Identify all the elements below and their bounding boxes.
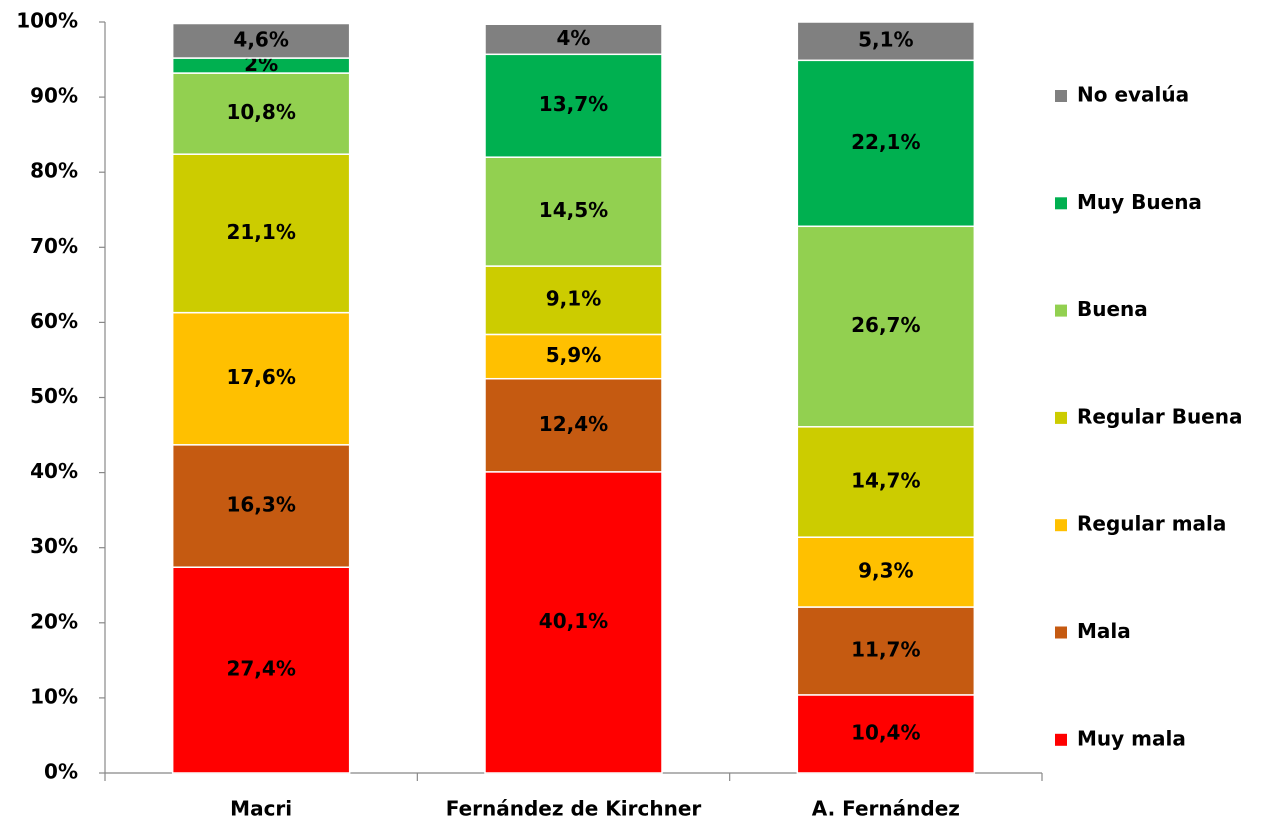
y-tick-label: 40% (30, 459, 78, 483)
value-label: 9,3% (858, 559, 913, 583)
legend-label: Regular mala (1077, 512, 1226, 536)
value-label: 26,7% (851, 313, 920, 337)
bar-segment (484, 377, 663, 473)
value-label: 12,4% (539, 412, 608, 436)
y-tick-label: 70% (30, 234, 78, 258)
value-label: 10,4% (851, 720, 920, 744)
value-label: 9,1% (546, 287, 601, 311)
bar-segment (796, 225, 976, 428)
legend-swatch (1055, 733, 1067, 746)
legend-label: Mala (1077, 619, 1131, 643)
legend-swatch (1055, 411, 1067, 424)
value-label: 27,4% (226, 657, 295, 681)
bar-segment (171, 72, 351, 155)
bar-segment (796, 59, 976, 228)
legend-label: Regular Buena (1077, 404, 1242, 428)
legend-label: Muy mala (1077, 726, 1186, 750)
value-label: 5,9% (546, 343, 601, 367)
legend-swatch (1055, 304, 1067, 317)
legend-swatch (1055, 519, 1067, 532)
value-label: 10,8% (226, 100, 295, 124)
value-label: 40,1% (539, 609, 608, 633)
value-label: 4% (557, 26, 591, 50)
y-tick-label: 10% (30, 684, 78, 708)
bar-segment (171, 444, 351, 568)
bar-segment (171, 311, 351, 446)
value-label: 16,3% (226, 493, 295, 517)
value-label: 11,7% (851, 637, 920, 661)
legend-label: No evalúa (1077, 83, 1189, 107)
legend-swatch (1055, 197, 1067, 210)
value-label: 17,6% (226, 365, 295, 389)
bar-segment (796, 694, 976, 774)
bar-segment (796, 426, 976, 538)
y-tick-label: 30% (30, 534, 78, 558)
y-tick-label: 0% (44, 760, 78, 784)
legend-swatch (1055, 626, 1067, 639)
value-label: 14,7% (851, 468, 920, 492)
bar-segment (796, 21, 976, 62)
bar-segment (171, 566, 351, 774)
value-label: 22,1% (851, 130, 920, 154)
y-tick-label: 20% (30, 609, 78, 633)
y-tick-label: 60% (30, 309, 78, 333)
x-tick-label: Fernández de Kirchner (446, 797, 702, 821)
legend-label: Muy Buena (1077, 190, 1202, 214)
y-tick-label: 80% (30, 159, 78, 183)
bar-segment (171, 153, 351, 314)
bar-segment (171, 22, 351, 59)
y-tick-label: 50% (30, 384, 78, 408)
bar-segment (484, 265, 663, 336)
value-label: 5,1% (858, 28, 913, 52)
x-tick-label: Macri (230, 797, 292, 821)
value-label: 21,1% (226, 220, 295, 244)
legend-swatch (1055, 90, 1067, 102)
y-tick-label: 90% (30, 84, 78, 108)
x-tick-label: A. Fernández (812, 797, 960, 821)
value-label: 13,7% (539, 92, 608, 116)
bar-segment (484, 23, 663, 56)
bar-segment (484, 471, 663, 774)
value-label: 4,6% (233, 27, 288, 51)
y-tick-label: 100% (16, 9, 78, 33)
bar-segment (484, 333, 663, 380)
legend-label: Buena (1077, 297, 1148, 321)
value-label: 14,5% (539, 198, 608, 222)
